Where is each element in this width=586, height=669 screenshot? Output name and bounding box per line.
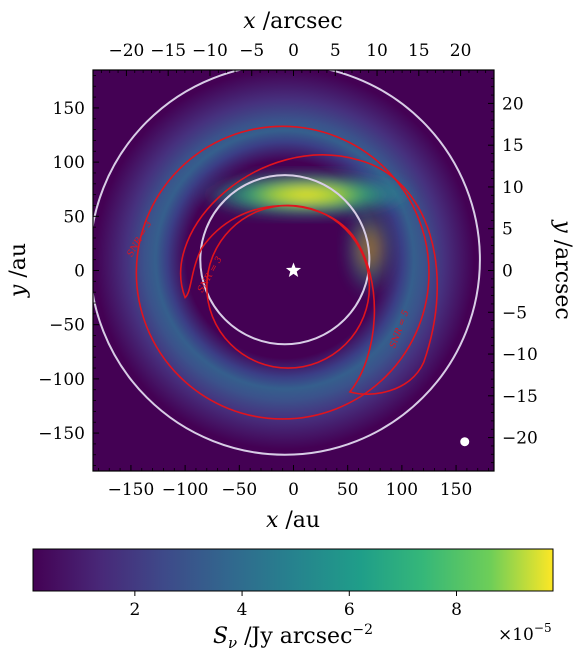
x-tick-label: 50	[337, 480, 359, 500]
x-tick-label: 100	[386, 480, 418, 500]
y2-tick-label: −10	[502, 345, 538, 365]
y-tick-label: −100	[38, 370, 85, 390]
y2-tick-label: 20	[502, 94, 524, 114]
reference-circle	[199, 174, 371, 346]
y-tick-label: 0	[74, 262, 85, 282]
colorbar-tick-label: 4	[237, 600, 248, 620]
x2-axis-label-unit: /arcsec	[256, 9, 343, 34]
colorbar-ticks: 2 4 6 8	[129, 591, 462, 620]
y-tick-label: 150	[53, 99, 85, 119]
x-tick-label: −100	[162, 480, 209, 500]
y2-tick-label: −20	[502, 429, 538, 449]
x-tick-label: 0	[288, 480, 299, 500]
colorbar-label-exponent: −2	[352, 622, 373, 638]
colorbar-multiplier: ×10−5	[498, 621, 552, 645]
y2-axis-label: y /arcsec	[550, 219, 575, 319]
y-tick-label: 50	[63, 207, 85, 227]
x2-tick-label: 20	[450, 41, 472, 61]
colorbar-multiplier-exponent: −5	[534, 621, 552, 635]
y2-tick-label: 10	[502, 178, 524, 198]
snr5-arc-contour	[179, 154, 439, 395]
x-axis-label-var: x	[266, 508, 279, 533]
y-tick-label: −50	[49, 316, 85, 336]
colorbar-label: Sν /Jy arcsec−2	[213, 622, 373, 652]
reference-circles	[93, 70, 481, 456]
y-tick-label: −150	[38, 424, 85, 444]
y2-axis-label-unit: /arcsec	[550, 233, 575, 320]
colorbar-tick-label: 2	[129, 600, 140, 620]
colorbar	[32, 548, 554, 592]
snr3-outer-contour	[135, 125, 430, 420]
y-axis-label: y /au	[6, 243, 31, 298]
axis-ticks: −150 −100 −50 0 50 100 150−150−100−50050100150…	[38, 41, 538, 500]
colorbar-multiplier-base: ×10	[498, 625, 534, 645]
x2-tick-label: 0	[288, 41, 299, 61]
x-tick-label: −50	[221, 480, 257, 500]
y2-tick-label: 5	[502, 220, 513, 240]
y-tick-label: 100	[53, 153, 85, 173]
beam-marker	[460, 437, 470, 447]
y2-tick-label: −5	[502, 303, 527, 323]
x2-axis-label-var: x	[243, 9, 256, 34]
x-axis-label-unit: /au	[278, 508, 320, 533]
x2-tick-label: −10	[192, 41, 228, 61]
x2-tick-label: −5	[239, 41, 264, 61]
x2-tick-label: −20	[108, 41, 144, 61]
x-axis-label: x /au	[266, 508, 320, 533]
colorbar-label-unit: /Jy arcsec	[237, 624, 352, 649]
y-axis-label-var: y	[6, 284, 31, 298]
colorbar-label-symbol: S	[213, 624, 228, 649]
x2-tick-label: 15	[408, 41, 430, 61]
x2-tick-label: 10	[366, 41, 388, 61]
colorbar-tick-label: 8	[451, 600, 462, 620]
y2-tick-label: 0	[502, 262, 513, 282]
x-tick-label: 150	[440, 480, 472, 500]
x2-axis-label: x /arcsec	[243, 9, 342, 34]
y2-tick-label: −15	[502, 387, 538, 407]
x2-tick-label: 5	[330, 41, 341, 61]
x2-tick-label: −15	[150, 41, 186, 61]
colorbar-label-subscript: ν	[228, 634, 237, 652]
colorbar-tick-label: 6	[344, 600, 355, 620]
x-tick-label: −150	[108, 480, 155, 500]
y2-tick-label: 15	[502, 136, 524, 156]
disk-ring-emission	[95, 70, 475, 450]
reference-circle	[93, 70, 481, 456]
star-marker	[285, 262, 302, 277]
y2-axis-label-var: y	[550, 219, 575, 233]
y-axis-label-unit: /au	[6, 243, 31, 285]
